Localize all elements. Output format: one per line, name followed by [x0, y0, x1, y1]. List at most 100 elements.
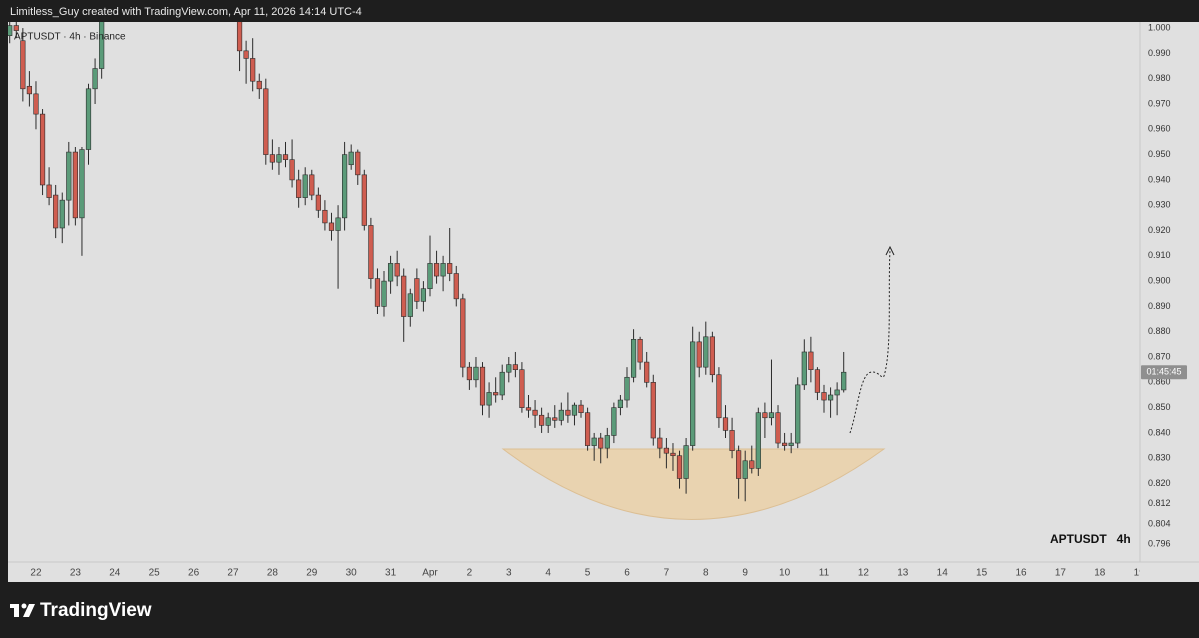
x-tick-label: 25 — [149, 568, 161, 579]
candle-body — [729, 430, 735, 451]
candle-body — [414, 278, 420, 302]
x-tick-label: 16 — [1015, 568, 1027, 579]
candle-body — [493, 392, 499, 396]
header: Limitless_Guy created with TradingView.c… — [10, 6, 362, 18]
y-tick-label: 0.860 — [1148, 377, 1171, 387]
candle-body — [716, 374, 722, 419]
price-axis: 1.000 0.990 0.980 0.970 0.960 0.950 0.940 0.930… — [1141, 22, 1187, 549]
y-tick-label: 0.796 — [1148, 539, 1171, 549]
candle-body — [26, 85, 32, 95]
y-tick-label: 0.820 — [1148, 478, 1171, 488]
y-tick-label: 0.950 — [1148, 149, 1171, 159]
x-tick-label: 8 — [703, 568, 709, 579]
candle-body — [788, 442, 794, 446]
candle-body — [342, 154, 348, 219]
x-tick-label: 22 — [30, 568, 42, 579]
candle-body — [617, 399, 624, 408]
logo-icon — [21, 603, 27, 609]
candle-body — [72, 151, 78, 219]
x-tick-label: 12 — [858, 568, 870, 579]
x-tick-label: 30 — [346, 568, 358, 579]
candle-body — [808, 351, 814, 370]
candle-body — [578, 404, 584, 414]
x-tick-label: Apr — [422, 568, 438, 579]
logo-icon — [14, 604, 19, 617]
candle-body — [250, 58, 256, 82]
x-tick-label: 17 — [1055, 568, 1067, 579]
candle-body — [79, 149, 85, 219]
candle-body — [827, 394, 834, 401]
candle-body — [302, 174, 308, 198]
candle-body — [834, 389, 840, 396]
candle-body — [519, 369, 525, 408]
y-tick-label: 0.960 — [1148, 124, 1171, 134]
candle-body — [315, 194, 321, 211]
candle-body — [282, 154, 289, 160]
logo-text: TradingView — [40, 600, 152, 621]
candle-body — [289, 159, 295, 181]
candle-body — [440, 263, 446, 277]
candle-body — [775, 412, 781, 444]
candle-body — [92, 68, 98, 90]
candle-body — [782, 442, 788, 446]
candle-body — [690, 341, 696, 446]
logo-icon — [23, 604, 35, 617]
candle-body — [598, 437, 604, 449]
y-tick-label: 0.990 — [1148, 48, 1171, 58]
candle-body — [637, 339, 643, 363]
candle-body — [624, 376, 630, 401]
candle-body — [427, 263, 433, 290]
candle-body — [604, 435, 610, 449]
y-tick-label: 0.980 — [1148, 73, 1171, 83]
candle-body — [512, 364, 518, 370]
candle-body — [309, 174, 315, 196]
candle-body — [801, 351, 807, 386]
candle-body — [20, 40, 26, 90]
candle-body — [814, 369, 821, 393]
candle-body — [683, 445, 689, 479]
candle-body — [368, 225, 374, 279]
candle-body — [545, 417, 551, 426]
symbol-label: APTUSDT · 4h · Binance — [14, 32, 126, 43]
candle-body — [657, 437, 663, 449]
candle-body — [433, 263, 440, 277]
candle-body — [66, 151, 72, 201]
candle-body — [611, 407, 617, 436]
candle-body — [558, 409, 564, 421]
candle-body — [276, 154, 282, 163]
arrow-head — [885, 245, 895, 256]
candle-body — [8, 25, 13, 36]
candle-body — [709, 336, 715, 376]
countdown: 01:45:45 — [1146, 367, 1181, 377]
candle-body — [644, 361, 650, 383]
candle-body — [453, 273, 459, 300]
y-tick-label: 0.940 — [1148, 174, 1171, 184]
candle-body — [322, 209, 328, 224]
x-tick-label: 15 — [976, 568, 988, 579]
candle-body — [59, 199, 65, 229]
x-tick-label: 14 — [937, 568, 949, 579]
y-tick-label: 0.890 — [1148, 301, 1171, 311]
candle-body — [703, 336, 709, 368]
y-tick-label: 0.970 — [1148, 98, 1171, 108]
x-tick-label: 26 — [188, 568, 200, 579]
candle-body — [736, 450, 742, 479]
countdown-box — [1141, 365, 1187, 380]
candle-body — [571, 404, 578, 416]
candle-body — [696, 341, 702, 368]
x-tick-label: 19 — [1134, 568, 1146, 579]
x-tick-label: 5 — [585, 568, 591, 579]
x-tick-label: 18 — [1094, 568, 1106, 579]
watermark: APTUSDT 4h — [1050, 532, 1131, 546]
candle-body — [460, 298, 466, 368]
candle-body — [407, 293, 413, 317]
x-tick-label: 24 — [109, 568, 121, 579]
candle-body — [447, 263, 453, 274]
projection-arrow — [849, 249, 891, 434]
x-tick-label: 2 — [467, 568, 473, 579]
candle-body — [532, 409, 538, 416]
candle-body — [473, 366, 479, 381]
candle-body — [39, 113, 46, 186]
candle-body — [420, 288, 427, 302]
